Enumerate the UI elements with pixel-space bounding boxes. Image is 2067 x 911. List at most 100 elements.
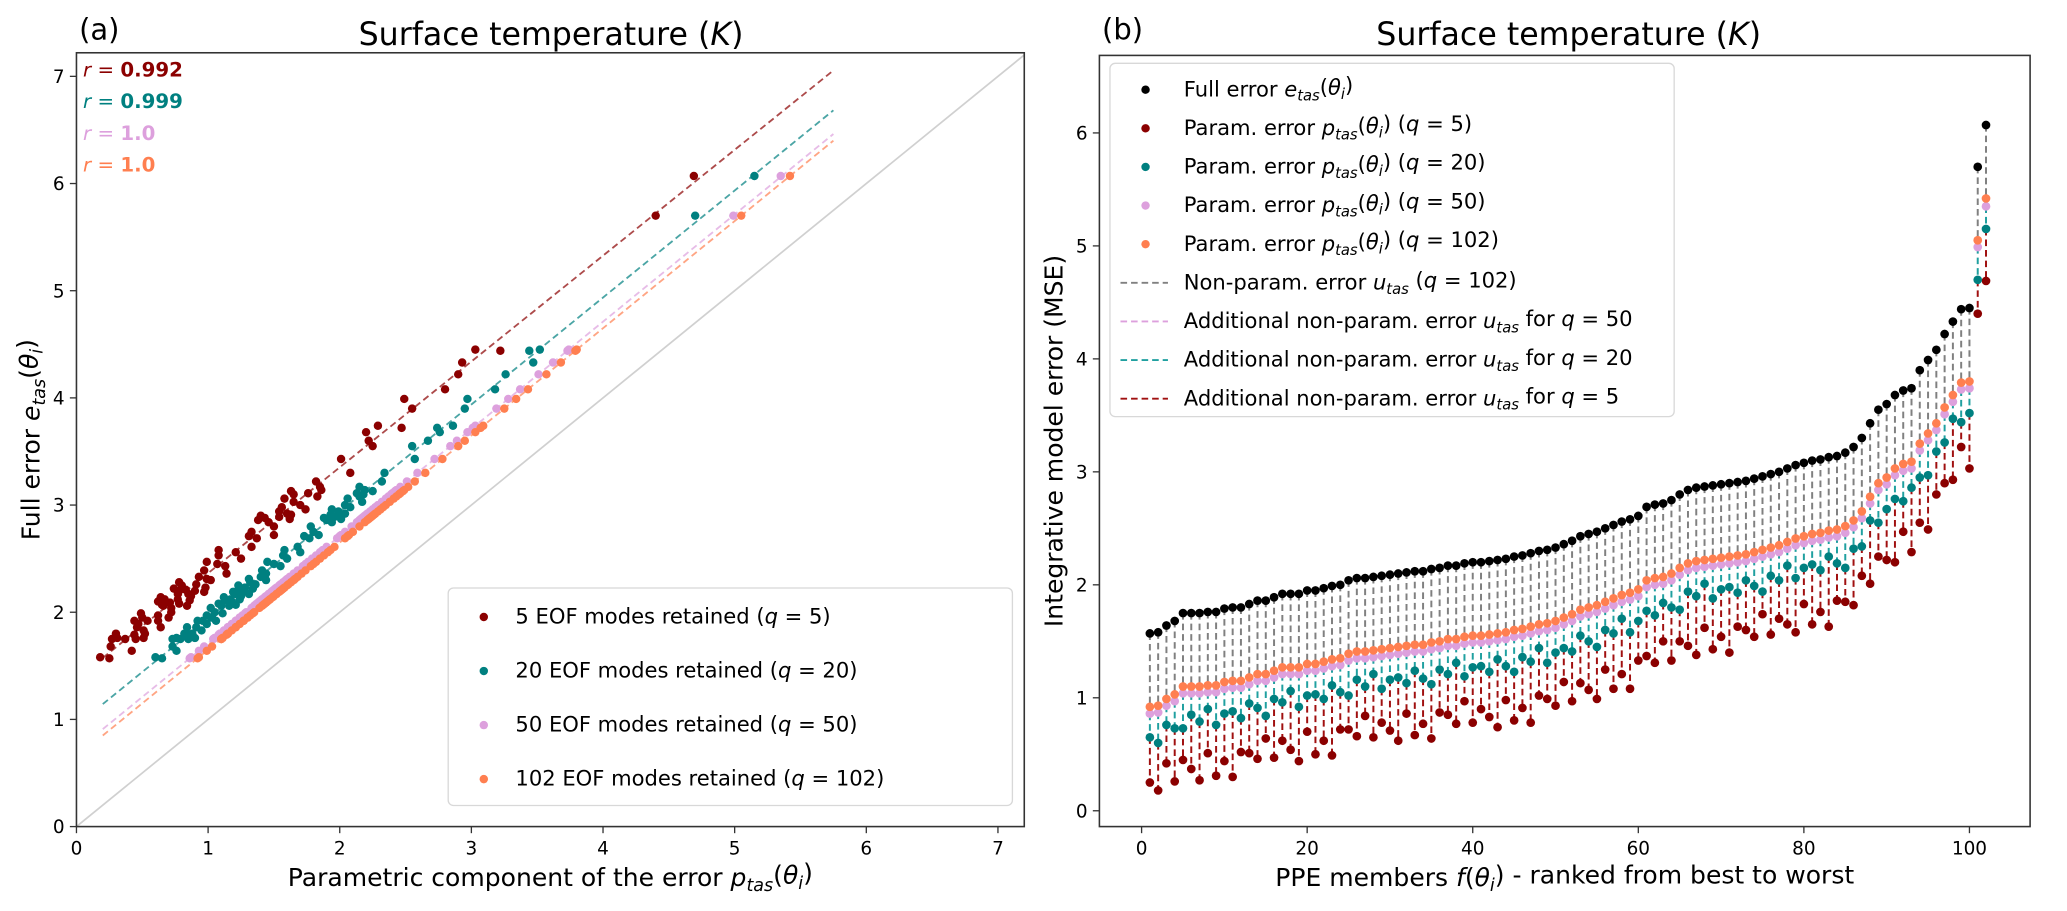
data-point-p5 xyxy=(336,454,346,464)
x-axis-label-part: p xyxy=(730,863,747,892)
data-point-p20 xyxy=(448,421,458,430)
y-axis-label-part: ) xyxy=(12,339,41,349)
data-point-p50 xyxy=(1956,385,1966,394)
data-point-p5 xyxy=(346,468,355,478)
data-point-p50 xyxy=(1195,688,1204,698)
data-point-p20 xyxy=(377,477,387,486)
data-point-p102 xyxy=(1220,677,1229,687)
correlation-label-part: = xyxy=(91,122,120,145)
data-point-p50 xyxy=(1277,669,1287,679)
y-tick-label: 7 xyxy=(53,67,65,88)
data-point-p102 xyxy=(1228,676,1238,686)
data-point-p5 xyxy=(1286,745,1295,755)
y-axis-label-part: Integrative model error (MSE) xyxy=(1040,255,1069,627)
data-point-p5 xyxy=(1236,747,1246,757)
data-point-p5 xyxy=(496,346,505,355)
data-point-p20 xyxy=(1153,738,1163,748)
data-point-p102 xyxy=(1162,694,1171,704)
data-point-p50 xyxy=(1369,652,1378,662)
data-point-p5 xyxy=(1476,704,1486,714)
legend-label: Additional non-param. error utas for q =… xyxy=(1184,306,1633,336)
data-point-p50 xyxy=(1617,597,1627,607)
correlation-label-part: r xyxy=(83,90,93,113)
data-point-p102 xyxy=(1749,547,1759,557)
data-point-p5 xyxy=(1658,636,1668,646)
data-point-p102 xyxy=(1269,666,1279,676)
data-point-full xyxy=(1791,460,1800,470)
x-axis-label-part: Parametric component of the error xyxy=(288,863,731,892)
data-point-p20 xyxy=(1170,723,1180,733)
legend-label: 102 EOF modes retained (q = 102) xyxy=(515,766,884,791)
data-point-p50 xyxy=(1782,544,1792,554)
data-point-p20 xyxy=(1733,588,1743,598)
data-point-p102 xyxy=(1377,644,1387,654)
data-point-p5 xyxy=(1584,685,1593,695)
data-point-p50 xyxy=(1509,632,1519,642)
data-point-p5 xyxy=(1923,525,1933,534)
data-point-p20 xyxy=(180,629,189,638)
data-point-full xyxy=(1683,485,1693,495)
data-point-p5 xyxy=(1352,731,1362,741)
data-point-p102 xyxy=(1733,551,1743,560)
data-point-p5 xyxy=(1311,749,1320,759)
data-point-p50 xyxy=(1592,607,1602,617)
data-point-p50 xyxy=(1923,435,1933,445)
data-point-p50 xyxy=(1774,547,1784,557)
data-point-p50 xyxy=(1824,533,1834,542)
legend-label-part: Param. error xyxy=(1184,115,1322,140)
data-point-full xyxy=(1948,317,1958,326)
data-point-p5 xyxy=(222,569,231,578)
data-point-p102 xyxy=(1642,575,1651,585)
data-point-p50 xyxy=(1344,656,1353,665)
data-point-p20 xyxy=(380,468,389,478)
data-point-p20 xyxy=(1195,717,1204,726)
data-point-p5 xyxy=(130,616,139,626)
data-point-p20 xyxy=(1476,661,1486,671)
data-point-full xyxy=(1584,529,1593,539)
data-point-p5 xyxy=(1824,622,1834,631)
data-point-full xyxy=(1609,520,1618,530)
legend-label-part: q xyxy=(1561,383,1574,408)
data-point-p5 xyxy=(139,626,148,635)
legend-label-part: = 5) xyxy=(1419,111,1472,136)
data-point-p20 xyxy=(340,500,350,510)
data-point-p20 xyxy=(1981,224,1991,234)
data-point-p50 xyxy=(1973,242,1983,252)
data-point-full xyxy=(1327,581,1337,591)
data-point-p102 xyxy=(1393,642,1403,652)
data-point-p5 xyxy=(1153,786,1163,795)
data-point-p102 xyxy=(1302,659,1312,669)
data-point-p102 xyxy=(1327,655,1337,664)
data-point-p20 xyxy=(1501,661,1511,671)
chart-title: Surface temperature (K) xyxy=(359,17,744,53)
data-point-p5 xyxy=(407,404,417,413)
data-point-p20 xyxy=(182,623,192,632)
data-point-p5 xyxy=(282,509,292,518)
data-point-full xyxy=(1203,607,1213,617)
data-point-p20 xyxy=(1865,516,1875,525)
data-point-p102 xyxy=(1716,553,1726,563)
correlation-label-part: = xyxy=(91,59,120,82)
data-point-p102 xyxy=(1758,545,1767,555)
y-axis-label: Full error etas(θi) xyxy=(12,339,50,540)
data-point-p102 xyxy=(1882,473,1892,482)
data-point-p5 xyxy=(1973,309,1983,319)
data-point-p50 xyxy=(1186,688,1196,698)
data-point-full xyxy=(1344,575,1353,585)
data-point-p102 xyxy=(1981,194,1991,203)
data-point-p5 xyxy=(1890,557,1900,567)
data-point-p50 xyxy=(504,394,513,404)
data-point-p5 xyxy=(1683,641,1693,651)
data-point-p50 xyxy=(1162,701,1171,711)
data-point-p50 xyxy=(1352,653,1362,663)
data-point-p50 xyxy=(1311,666,1320,676)
data-point-p20 xyxy=(750,171,759,181)
data-point-p20 xyxy=(1518,652,1527,662)
data-point-p102 xyxy=(1203,681,1213,690)
data-point-p20 xyxy=(1377,684,1387,694)
legend-label-part: ) xyxy=(1345,72,1353,97)
data-point-p20 xyxy=(1973,275,1983,285)
data-point-p5 xyxy=(1675,636,1685,646)
data-point-p5 xyxy=(1393,736,1403,746)
data-point-p5 xyxy=(202,574,212,584)
